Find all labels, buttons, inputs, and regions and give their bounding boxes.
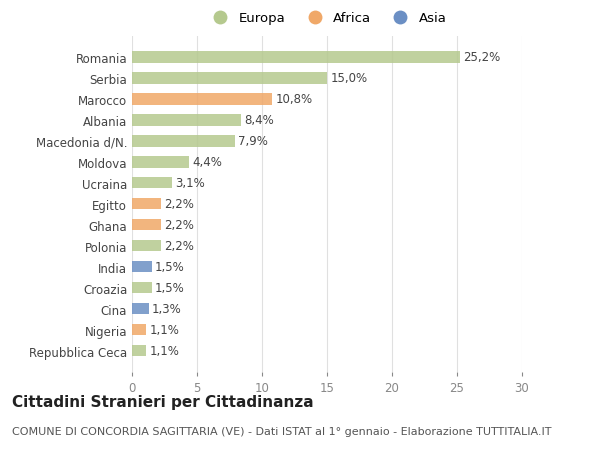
Bar: [132, 282, 151, 294]
Bar: [132, 303, 149, 315]
Text: 1,3%: 1,3%: [152, 302, 182, 315]
Text: 1,5%: 1,5%: [155, 261, 185, 274]
Bar: [132, 178, 172, 189]
Text: 7,9%: 7,9%: [238, 135, 268, 148]
Bar: [132, 219, 161, 231]
Text: 10,8%: 10,8%: [275, 93, 313, 106]
Text: 4,4%: 4,4%: [193, 156, 223, 169]
Text: Cittadini Stranieri per Cittadinanza: Cittadini Stranieri per Cittadinanza: [12, 394, 314, 409]
Bar: [132, 52, 460, 63]
Text: 1,1%: 1,1%: [149, 344, 179, 357]
Text: COMUNE DI CONCORDIA SAGITTARIA (VE) - Dati ISTAT al 1° gennaio - Elaborazione TU: COMUNE DI CONCORDIA SAGITTARIA (VE) - Da…: [12, 426, 551, 436]
Bar: [132, 324, 146, 336]
Text: 2,2%: 2,2%: [164, 240, 194, 252]
Bar: [132, 198, 161, 210]
Bar: [132, 115, 241, 126]
Text: 25,2%: 25,2%: [463, 51, 500, 64]
Bar: [132, 157, 189, 168]
Bar: [132, 345, 146, 357]
Bar: [132, 261, 151, 273]
Text: 2,2%: 2,2%: [164, 198, 194, 211]
Bar: [132, 136, 235, 147]
Bar: [132, 94, 272, 105]
Bar: [132, 73, 327, 84]
Legend: Europa, Africa, Asia: Europa, Africa, Asia: [205, 10, 449, 28]
Text: 8,4%: 8,4%: [244, 114, 274, 127]
Text: 2,2%: 2,2%: [164, 218, 194, 232]
Bar: [132, 241, 161, 252]
Text: 1,1%: 1,1%: [149, 324, 179, 336]
Text: 1,5%: 1,5%: [155, 281, 185, 295]
Text: 3,1%: 3,1%: [176, 177, 205, 190]
Text: 15,0%: 15,0%: [330, 72, 367, 85]
